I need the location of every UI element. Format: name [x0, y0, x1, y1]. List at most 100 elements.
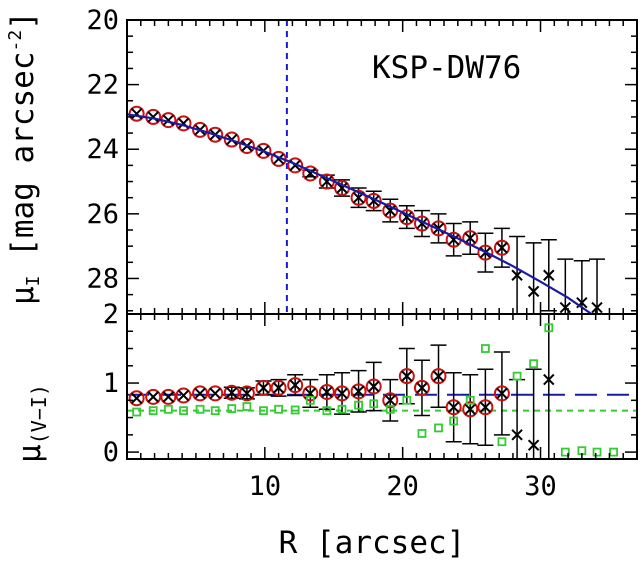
color-point: [384, 394, 396, 407]
fitted-point-circle: [270, 379, 287, 396]
color-point: [177, 389, 190, 402]
green-square-point: [544, 323, 554, 333]
green-square-point: [274, 404, 284, 414]
data-point: [321, 175, 333, 188]
bottom-y-axis-subscript: (V−I): [27, 384, 51, 444]
data-point: [496, 242, 508, 254]
color-point: [336, 387, 348, 400]
y-tick-label: 2: [103, 299, 119, 330]
green-square-point: [132, 407, 142, 417]
fitted-point-circle: [223, 384, 240, 401]
y-tick-label: 20: [86, 5, 119, 36]
green-square-point: [560, 447, 570, 457]
color-point: [194, 387, 206, 400]
fitted-point-circle: [365, 378, 382, 395]
green-square-point: [179, 406, 188, 416]
color-point: [496, 387, 508, 400]
data-point: [464, 232, 476, 244]
color-point: [289, 379, 301, 391]
color-point: [479, 401, 492, 413]
top-panel: 20 22 24 26 28: [86, 5, 638, 315]
color-point: [147, 391, 159, 403]
fitted-point-circle: [413, 379, 430, 396]
color-point: [226, 387, 238, 399]
fitted-point-circle: [477, 399, 494, 416]
fitted-point-circle: [430, 220, 447, 237]
data-point: [147, 111, 159, 123]
fitted-point-circle: [238, 138, 255, 154]
data-point: [543, 269, 555, 281]
fitted-point-circle: [160, 388, 177, 405]
galaxy-name-annotation: KSP-DW76: [372, 50, 521, 86]
green-square-point: [592, 447, 602, 457]
fitted-point-circle: [223, 131, 240, 148]
color-point: [527, 439, 540, 451]
fitted-point-circle: [398, 368, 415, 385]
fitted-point-circle: [493, 385, 510, 402]
green-square-point: [434, 423, 443, 433]
fitted-point-circle: [413, 215, 430, 232]
x-axis-title: R [arcsec]: [279, 525, 466, 561]
color-point: [464, 403, 476, 415]
data-point: [336, 182, 348, 194]
fitted-point-circle: [334, 385, 351, 402]
color-point: [321, 386, 333, 398]
green-square-point: [259, 406, 268, 416]
green-square-point: [480, 344, 490, 353]
color-point: [272, 382, 285, 394]
green-square-point: [290, 405, 300, 415]
fitted-point-circle: [350, 383, 367, 400]
color-point: [416, 382, 428, 394]
x-tick-label: 20: [386, 471, 419, 502]
top-y-axis-superscript: -2: [5, 30, 26, 52]
fitted-point-circle: [128, 390, 145, 407]
y-tick-label: 0: [103, 437, 119, 468]
fitted-point-circle: [255, 379, 272, 396]
fitted-point-circle: [350, 189, 367, 206]
color-point: [162, 391, 175, 403]
x-tick-label: 30: [524, 471, 557, 502]
fitted-point-circle: [445, 399, 462, 416]
color-point: [432, 370, 445, 382]
data-point: [591, 301, 603, 314]
fitted-point-circle: [318, 384, 335, 401]
top-y-axis-mu: μ: [5, 286, 41, 305]
green-square-point: [385, 404, 395, 414]
fitted-point-circle: [365, 192, 382, 209]
bottom-panel: 0 1 2 10 20 30: [103, 299, 638, 502]
fitted-point-circle: [462, 401, 479, 418]
green-square-point: [402, 395, 412, 405]
green-square-point: [210, 406, 220, 416]
bottom-y-axis-mu: μ: [12, 444, 48, 463]
top-y-axis-subscript: I: [23, 275, 44, 286]
fitted-point-circle: [430, 368, 447, 385]
data-point: [511, 269, 523, 281]
bottom-plot-area: [127, 314, 637, 459]
green-square-point: [369, 399, 379, 409]
green-square-point: [609, 447, 618, 457]
fitted-point-circle: [287, 157, 304, 174]
color-point: [130, 392, 143, 404]
y-tick-label: 22: [86, 70, 119, 101]
fitted-point-circle: [192, 121, 209, 138]
top-y-axis-label-end: ]: [5, 11, 41, 30]
fitted-point-circle: [207, 126, 224, 143]
top-plot-area: [127, 20, 606, 314]
green-square-point: [417, 429, 427, 438]
fitted-point-circle: [302, 385, 319, 402]
color-point: [368, 380, 380, 393]
fitted-point-circle: [175, 387, 192, 404]
green-square-point: [512, 371, 522, 381]
fitted-point-circle: [145, 388, 162, 405]
y-tick-label: 26: [86, 199, 119, 230]
green-square-point: [195, 404, 205, 414]
x-tick-label: 10: [249, 471, 282, 502]
y-tick-label: 1: [103, 368, 119, 399]
top-y-axis-label-rest: [mag arcsec: [5, 52, 41, 276]
bottom-panel-frame: [126, 313, 638, 460]
color-point: [447, 401, 460, 413]
data-point: [527, 285, 540, 298]
color-point: [401, 370, 413, 382]
fitted-point-circle: [493, 239, 510, 256]
